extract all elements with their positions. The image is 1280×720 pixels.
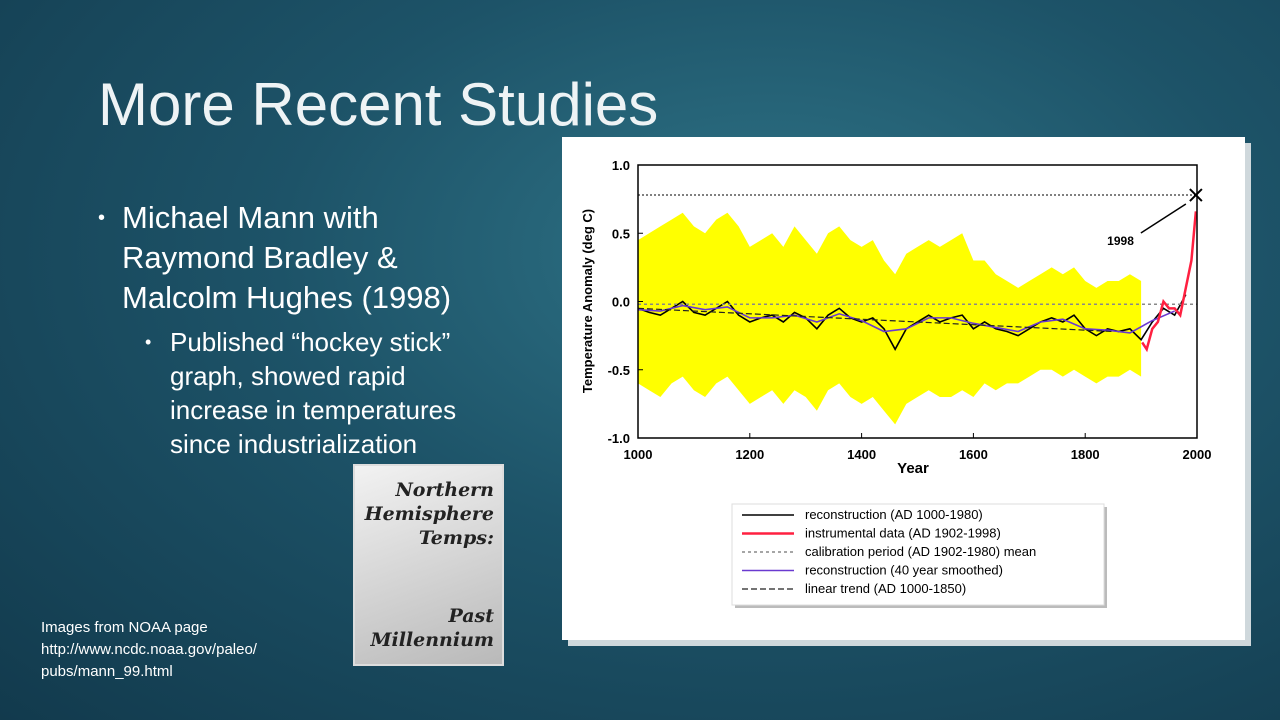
y-tick-label: 1.0 (612, 158, 630, 173)
legend-label: calibration period (AD 1902-1980) mean (805, 544, 1036, 559)
x-tick-label: 1000 (624, 447, 653, 462)
chart: Year Temperature Anomaly (deg C) 1000 120… (580, 158, 1212, 608)
legend-box (731, 503, 1105, 606)
x-tick-label: 1400 (847, 447, 876, 462)
plot-frame (637, 164, 1198, 439)
sub-bullet: • Published “hockey stick” graph, showed … (145, 325, 505, 461)
series-line (1141, 211, 1198, 353)
legend-label: instrumental data (AD 1902-1998) (805, 526, 1001, 541)
thumb-text: Hemisphere (364, 503, 494, 525)
y-tick-label: -0.5 (608, 363, 630, 378)
sub-bullet-text: Published “hockey stick” graph, showed r… (170, 327, 457, 459)
legend-label: reconstruction (AD 1000-1980) (805, 507, 983, 522)
x-tick-label: 2000 (1183, 447, 1212, 462)
thumb-text: Northern (395, 479, 494, 501)
legend-label: linear trend (AD 1000-1850) (805, 581, 966, 596)
caption: Images from NOAA page http://www.ncdc.no… (41, 617, 257, 683)
thumb-text: Millennium (370, 629, 494, 651)
series-line (637, 304, 1175, 334)
legend-label: reconstruction (40 year smoothed) (805, 563, 1003, 578)
y-tick-label: 0.0 (612, 295, 630, 310)
thumbnail: Northern Hemisphere Temps: Past Millenni… (353, 464, 504, 666)
x-tick-label: 1200 (735, 447, 764, 462)
y-tick-label: -1.0 (608, 431, 630, 446)
series-line (637, 307, 1114, 333)
bullet: • Michael Mann with Raymond Bradley & Mal… (98, 198, 458, 318)
caption-line: Images from NOAA page (41, 619, 208, 636)
thumb-text: Past (448, 605, 494, 627)
x-tick-label: 1800 (1071, 447, 1100, 462)
chart-image: Year Temperature Anomaly (deg C) 1000 120… (562, 137, 1245, 640)
thumb-text: Temps: (418, 527, 494, 549)
slide-title: More Recent Studies (98, 71, 659, 138)
bullet-text: Michael Mann with Raymond Bradley & Malc… (122, 200, 452, 315)
x-axis-label: Year (897, 460, 929, 477)
y-tick-label: 0.5 (612, 226, 630, 241)
annotation-text: 1998 (1107, 234, 1134, 248)
caption-line: http://www.ncdc.noaa.gov/paleo/ (41, 641, 257, 658)
caption-line: pubs/mann_99.html (41, 663, 173, 680)
uncertainty-band (638, 212, 1142, 425)
x-tick-label: 1600 (959, 447, 988, 462)
y-axis-label: Temperature Anomaly (deg C) (580, 209, 595, 393)
annotation-marker (1189, 188, 1203, 202)
annotation-arrow (1140, 203, 1187, 234)
